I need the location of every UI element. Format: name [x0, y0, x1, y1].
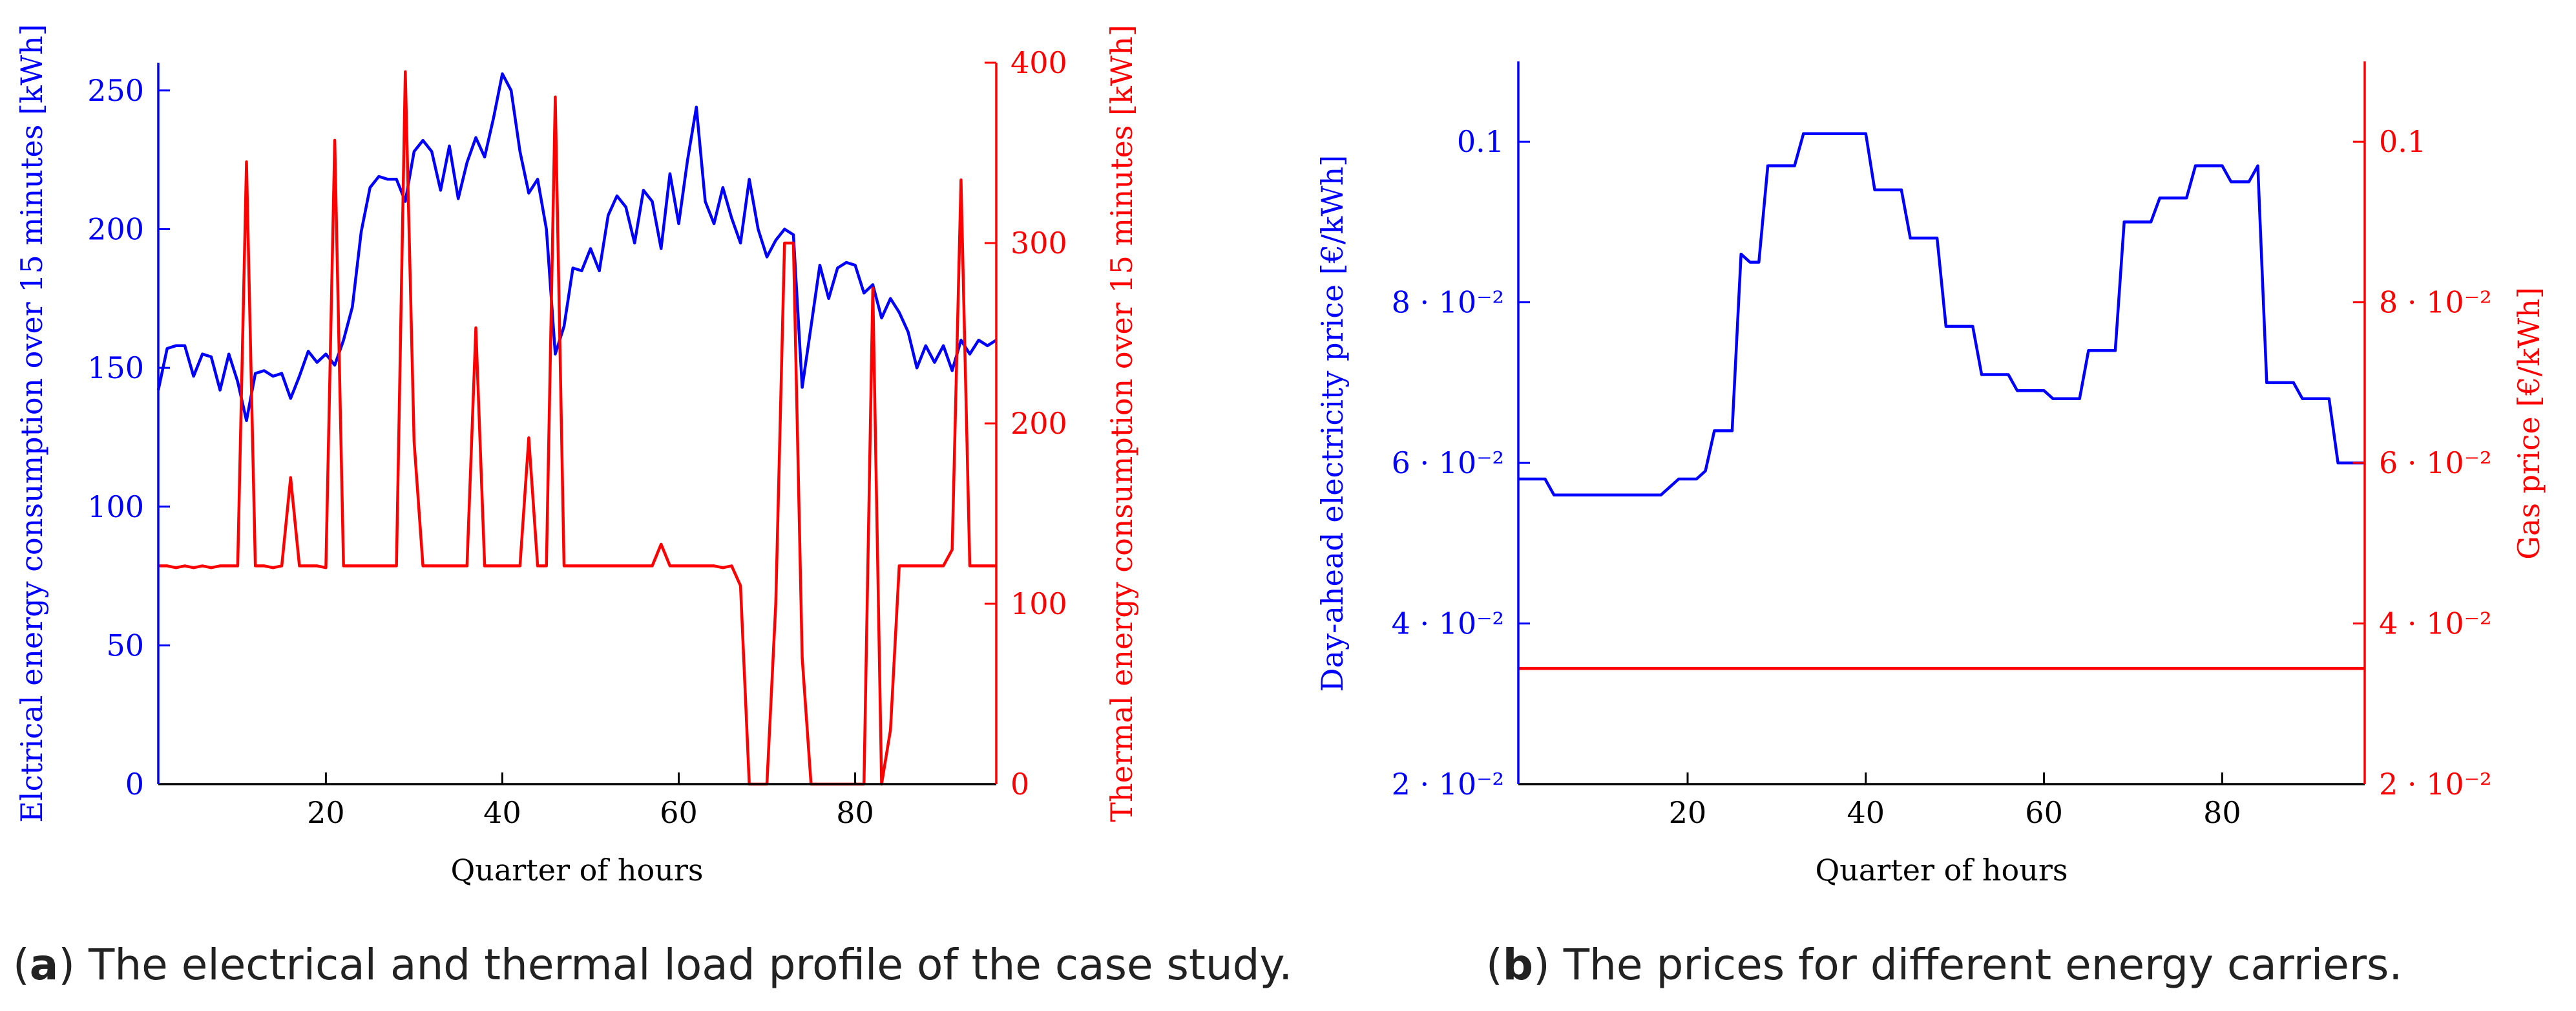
y-right-tick-label: 300: [1011, 226, 1067, 261]
y-left-tick-label: 8 · 10⁻²: [1392, 285, 1504, 320]
y-left-tick-label: 2 · 10⁻²: [1392, 767, 1504, 802]
caption-a: (a) The electrical and thermal load prof…: [13, 940, 1292, 990]
x-tick-label: 20: [307, 795, 345, 830]
x-tick-label: 40: [1847, 795, 1885, 830]
chart-b-ylabel-left: Day-ahead electricity price [€/kWh]: [1315, 155, 1350, 692]
y-right-tick-label: 6 · 10⁻²: [2379, 445, 2491, 480]
chart-b-ticks: 20 40 60 80 2 · 10⁻² 4 · 10⁻² 6 · 10⁻² 8 · 10⁻²…: [1392, 124, 2492, 830]
y-left-tick-label: 250: [87, 73, 144, 108]
y-right-tick-label: 4 · 10⁻²: [2379, 606, 2491, 641]
caption-b: (b) The prices for different energy carr…: [1486, 940, 2402, 990]
y-right-tick-label: 2 · 10⁻²: [2379, 767, 2491, 802]
chart-a-ylabel-right: Thermal energy consumption over 15 minut…: [1104, 25, 1139, 822]
series-line-thermal-energy-consumption: [158, 70, 996, 786]
thermal-series-group: [158, 70, 996, 786]
caption-b-tag: b: [1503, 940, 1533, 990]
chart-b-xlabel: Quarter of hours: [1816, 853, 2068, 888]
y-right-tick-label: 0: [1011, 767, 1029, 802]
y-right-tick-label: 200: [1011, 406, 1067, 441]
y-left-tick-label: 0.1: [1457, 124, 1504, 159]
chart-energy-prices: 20 40 60 80 2 · 10⁻² 4 · 10⁻² 6 · 10⁻² 8 · 10⁻²…: [1315, 61, 2546, 888]
electricity-price-series-group: [1518, 132, 2365, 497]
caption-a-tag: a: [30, 940, 59, 990]
x-tick-label: 60: [660, 795, 698, 830]
chart-a-ylabel-left: Elctrical energy consumption over 15 min…: [14, 24, 49, 822]
caption-a-text: The electrical and thermal load profile …: [88, 940, 1292, 990]
x-tick-label: 40: [483, 795, 521, 830]
y-left-tick-label: 6 · 10⁻²: [1392, 445, 1504, 480]
electrical-series-group: [156, 72, 998, 422]
x-tick-label: 80: [2203, 795, 2241, 830]
x-tick-label: 80: [836, 795, 874, 830]
x-tick-label: 60: [2025, 795, 2063, 830]
caption-b-text: The prices for different energy carriers…: [1563, 940, 2403, 990]
y-right-tick-label: 8 · 10⁻²: [2379, 285, 2491, 320]
y-left-tick-label: 0: [125, 767, 144, 802]
y-right-tick-label: 400: [1011, 45, 1067, 80]
y-left-tick-label: 150: [87, 350, 144, 385]
y-left-tick-label: 4 · 10⁻²: [1392, 606, 1504, 641]
series-line-electrical-energy-consumption: [156, 72, 998, 422]
y-left-tick-label: 100: [87, 489, 144, 524]
chart-a-ticks: 20 40 60 80 0 50 100 150 200 250 0 100 200 300 400: [87, 45, 1067, 830]
y-left-tick-label: 200: [87, 212, 144, 247]
y-left-tick-label: 50: [106, 628, 144, 663]
series-line-day-ahead-electricity-price: [1518, 132, 2365, 497]
y-right-tick-label: 100: [1011, 586, 1067, 621]
y-right-tick-label: 0.1: [2379, 124, 2426, 159]
x-tick-label: 20: [1669, 795, 1707, 830]
chart-a-xlabel: Quarter of hours: [451, 853, 704, 888]
chart-b-ylabel-right: Gas price [€/kWh]: [2511, 287, 2546, 560]
chart-electrical-thermal: 20 40 60 80 0 50 100 150 200 250 0 100 200 300 400 Qua…: [14, 24, 1139, 888]
